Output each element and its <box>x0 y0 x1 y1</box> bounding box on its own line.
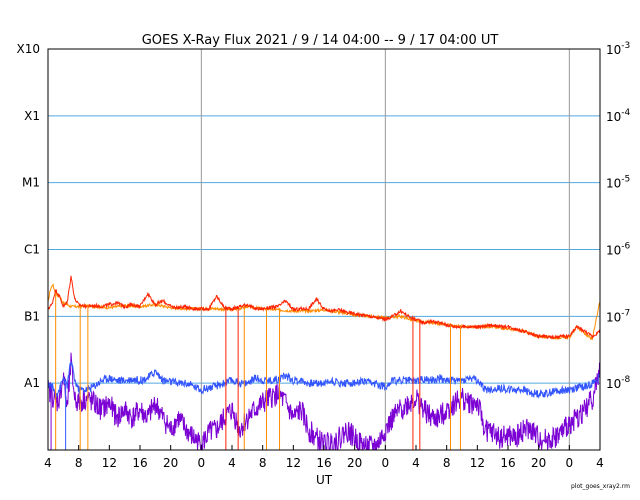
x-tick-label: 0 <box>566 456 574 470</box>
y-axis-left: X10 X1 M1 C1 B1 A1 <box>17 42 41 390</box>
chart-title: GOES X-Ray Flux 2021 / 9 / 14 04:00 -- 9… <box>142 33 499 48</box>
x-tick-label: 8 <box>75 456 83 470</box>
y-right-tick-label: 10-6 <box>606 242 631 258</box>
y-left-tick-label: B1 <box>24 309 40 323</box>
x-tick-label: 20 <box>163 456 178 470</box>
y-right-tick-label: 10-5 <box>606 175 630 191</box>
x-tick-label: 16 <box>132 456 147 470</box>
y-left-tick-label: X1 <box>24 109 40 123</box>
x-tick-label: 4 <box>228 456 236 470</box>
x-tick-label: 16 <box>316 456 331 470</box>
x-tick-label: 4 <box>44 456 52 470</box>
x-tick-label: 20 <box>347 456 362 470</box>
y-right-tick-label: 10-8 <box>606 375 631 391</box>
y-axis-right: 10-3 10-4 10-5 10-6 10-7 10-8 <box>606 41 631 391</box>
y-left-tick-label: C1 <box>24 243 40 257</box>
x-axis-label: UT <box>316 473 333 487</box>
x-tick-label: 16 <box>500 456 515 470</box>
x-tick-label: 0 <box>382 456 390 470</box>
grid <box>48 49 600 450</box>
series-line <box>47 352 600 451</box>
y-right-tick-label: 10-7 <box>606 308 630 324</box>
x-tick-label: 12 <box>470 456 485 470</box>
x-axis: 4 8 12 16 20 0 4 8 12 16 20 0 4 8 12 16 20 0 4 <box>44 445 604 470</box>
y-left-tick-label: X10 <box>17 42 41 56</box>
x-tick-label: 8 <box>259 456 267 470</box>
y-right-tick-label: 10-4 <box>606 108 631 124</box>
y-left-tick-label: A1 <box>24 376 40 390</box>
x-tick-label: 4 <box>596 456 604 470</box>
x-tick-label: 12 <box>102 456 117 470</box>
x-tick-label: 0 <box>198 456 206 470</box>
series-line <box>47 361 600 399</box>
series-line <box>47 275 600 340</box>
x-tick-label: 4 <box>412 456 420 470</box>
series-group <box>47 275 600 451</box>
x-tick-label: 20 <box>531 456 546 470</box>
y-right-tick-label: 10-3 <box>606 41 630 57</box>
y-left-tick-label: M1 <box>22 176 40 190</box>
x-tick-label: 12 <box>286 456 301 470</box>
x-tick-label: 8 <box>443 456 451 470</box>
footer-text: plot_goes_xray2.rm <box>571 483 630 490</box>
